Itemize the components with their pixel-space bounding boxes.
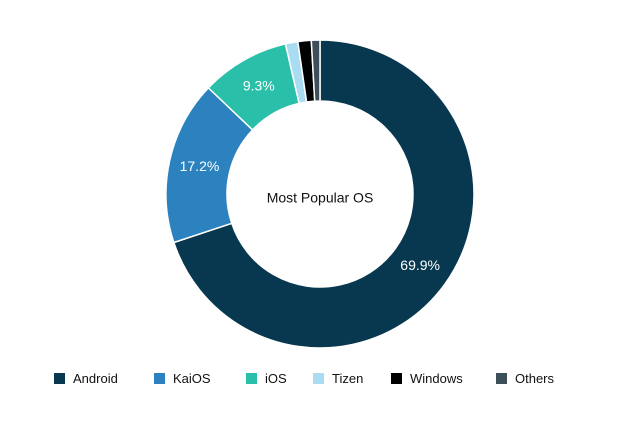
donut-slices [165, 39, 475, 349]
legend-item-ios[interactable]: iOS [246, 366, 287, 390]
legend-item-others[interactable]: Others [496, 366, 554, 390]
legend-label: iOS [265, 370, 287, 386]
slice-others[interactable] [310, 39, 321, 102]
legend-swatch [496, 372, 507, 384]
legend-label: Others [515, 370, 555, 386]
legend-swatch [313, 372, 324, 384]
legend-label: Windows [410, 370, 463, 386]
legend-label: Android [73, 370, 118, 386]
legend-item-kaios[interactable]: KaiOS [154, 366, 211, 390]
data-label-android: 69.9% [400, 257, 440, 273]
legend-swatch [54, 372, 65, 384]
legend-item-android[interactable]: Android [54, 366, 118, 390]
center-label: Most Popular OS [267, 190, 374, 206]
legend-swatch [246, 372, 257, 384]
legend-swatch [391, 372, 402, 384]
legend-label: Tizen [332, 370, 364, 386]
legend-item-windows[interactable]: Windows [391, 366, 463, 390]
data-label-ios: 9.3% [243, 77, 275, 93]
donut-data-labels: 69.9% 17.2% 9.3% [180, 77, 440, 273]
legend: Android KaiOS iOS Tizen Windows Others [0, 366, 638, 390]
legend-label: KaiOS [173, 370, 211, 386]
legend-item-tizen[interactable]: Tizen [313, 366, 363, 390]
legend-swatch [154, 372, 165, 384]
slice-android[interactable] [173, 39, 475, 349]
data-label-kaios: 17.2% [180, 158, 220, 174]
